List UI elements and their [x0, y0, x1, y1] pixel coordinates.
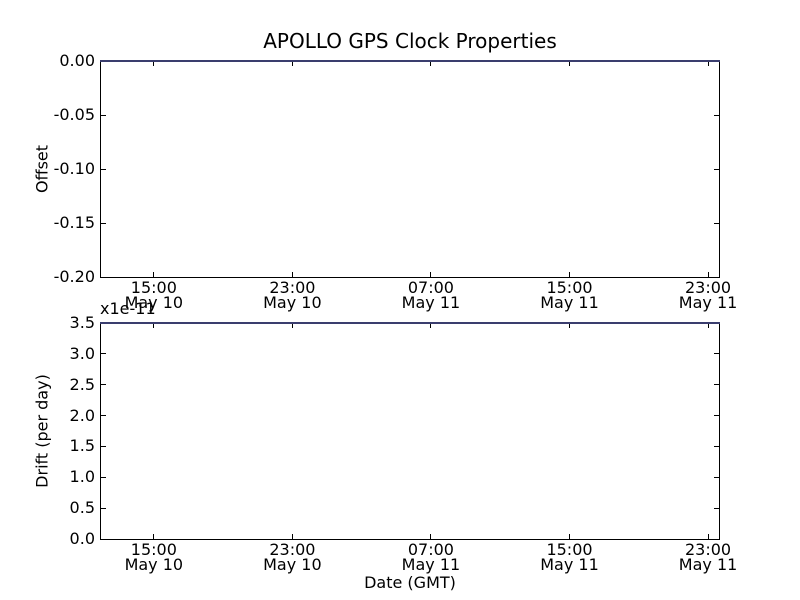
- x-tick-mark: [569, 61, 570, 66]
- x-tick-mark: [707, 323, 709, 328]
- x-tick-date: May 11: [401, 555, 461, 574]
- x-tick-label: 15:00 May 10: [124, 540, 184, 574]
- x-tick-date: May 10: [124, 293, 184, 312]
- x-axis-label: Date (GMT): [364, 573, 456, 592]
- x-tick-label: 23:00 May 10: [263, 540, 322, 574]
- x-tick-time: 23:00: [269, 540, 316, 559]
- y-tick-mark: [101, 353, 106, 355]
- y-tick-mark: [714, 476, 719, 478]
- y-tick-mark: [101, 507, 106, 509]
- x-tick-time: 15:00: [130, 540, 177, 559]
- y-tick-label: 1.5: [69, 436, 95, 456]
- y-tick-mark: [714, 222, 719, 224]
- y-tick-mark: [714, 353, 719, 355]
- y-tick-label: -0.05: [53, 105, 95, 124]
- y-tick-mark: [101, 538, 106, 540]
- x-tick-date: May 11: [401, 293, 461, 312]
- axes-offset-plot: 0.00 -0.05 -0.10 -0.15 -0.20 15:00 May 10 23:00…: [54, 52, 738, 311]
- x-tick-date: May 11: [540, 555, 599, 574]
- axes-drift-plot: 3.5 3.0 2.5 2.0 1.5 1.0 0.5 0.0 15:00 May 10 23:00…: [70, 314, 738, 573]
- y-tick-label: 1.0: [69, 467, 95, 487]
- series-line: [100, 322, 720, 324]
- y-tick-mark: [714, 507, 719, 509]
- y-tick-mark: [714, 538, 719, 540]
- x-tick-date: May 10: [263, 555, 322, 574]
- x-tick-label: 15:00 May 11: [540, 278, 599, 312]
- y-tick-label: 0.0: [69, 529, 95, 548]
- y-tick-mark: [101, 384, 106, 386]
- x-tick-mark: [291, 323, 293, 328]
- y-tick-mark: [101, 114, 106, 116]
- x-tick-mark: [153, 323, 155, 328]
- x-tick-mark: [153, 272, 155, 277]
- x-tick-mark: [707, 272, 709, 277]
- y-tick-mark: [714, 276, 719, 278]
- x-tick-time: 15:00: [546, 278, 593, 297]
- x-tick-time: 23:00: [269, 278, 316, 297]
- x-tick-mark: [430, 323, 432, 328]
- x-tick-mark: [291, 272, 293, 277]
- y-tick-mark: [101, 222, 106, 224]
- x-tick-mark: [430, 272, 432, 277]
- y-tick-mark: [101, 276, 106, 278]
- x-tick-mark: [569, 534, 570, 539]
- y-tick-label: 0.5: [69, 498, 95, 518]
- series-line: [100, 60, 720, 62]
- x-tick-label: 15:00 May 11: [540, 540, 599, 574]
- chart-title: APOLLO GPS Clock Properties: [263, 29, 557, 53]
- x-tick-label: 07:00 May 11: [401, 540, 461, 574]
- y-tick-label: 3.5: [69, 313, 95, 332]
- x-tick-time: 23:00: [684, 540, 732, 559]
- y-tick-mark: [101, 415, 106, 417]
- x-tick-label: 15:00 May 10: [124, 278, 184, 312]
- x-tick-date: May 10: [124, 555, 184, 574]
- x-tick-label: 07:00 May 11: [401, 278, 461, 312]
- y-axis-multiplier-text: x1e-11: [100, 299, 156, 318]
- y-tick-label: 0.00: [59, 51, 95, 70]
- x-tick-date: May 10: [263, 293, 322, 312]
- x-tick-date: May 11: [678, 293, 738, 312]
- x-tick-mark: [707, 61, 709, 66]
- y-tick-label: -0.10: [53, 159, 95, 178]
- x-tick-mark: [291, 61, 293, 66]
- x-tick-mark: [153, 534, 155, 539]
- x-tick-mark: [430, 61, 432, 66]
- x-tick-label: 23:00 May 11: [678, 278, 738, 312]
- x-tick-mark: [153, 61, 155, 66]
- y-tick-mark: [101, 445, 106, 447]
- y-tick-label: -0.20: [53, 267, 95, 286]
- y-tick-mark: [714, 445, 719, 447]
- y-tick-mark: [101, 476, 106, 478]
- y-tick-label: 2.5: [69, 374, 95, 394]
- x-tick-mark: [291, 534, 293, 539]
- x-tick-label: 23:00 May 11: [678, 540, 738, 574]
- y-tick-mark: [101, 168, 106, 170]
- x-tick-label: 23:00 May 10: [263, 278, 322, 312]
- x-tick-time: 23:00: [684, 278, 732, 297]
- y-tick-label: 2.0: [69, 405, 95, 425]
- drift-y-axis-label: Drift (per day): [32, 374, 52, 488]
- y-tick-label: -0.15: [53, 213, 95, 232]
- x-tick-mark: [569, 272, 570, 277]
- x-tick-date: May 11: [678, 555, 738, 574]
- x-tick-mark: [569, 323, 570, 328]
- x-tick-time: 15:00: [130, 278, 177, 297]
- y-tick-mark: [714, 384, 719, 386]
- y-tick-label: 3.0: [69, 343, 95, 363]
- x-tick-time: 07:00: [407, 278, 454, 297]
- x-tick-time: 07:00: [407, 540, 454, 559]
- y-tick-mark: [714, 168, 719, 170]
- x-tick-mark: [707, 534, 709, 539]
- y-tick-mark: [714, 415, 719, 417]
- x-tick-mark: [430, 534, 432, 539]
- x-tick-date: May 11: [540, 293, 599, 312]
- x-tick-time: 15:00: [546, 540, 593, 559]
- y-tick-mark: [714, 114, 719, 116]
- offset-y-axis-label: Offset: [32, 144, 52, 194]
